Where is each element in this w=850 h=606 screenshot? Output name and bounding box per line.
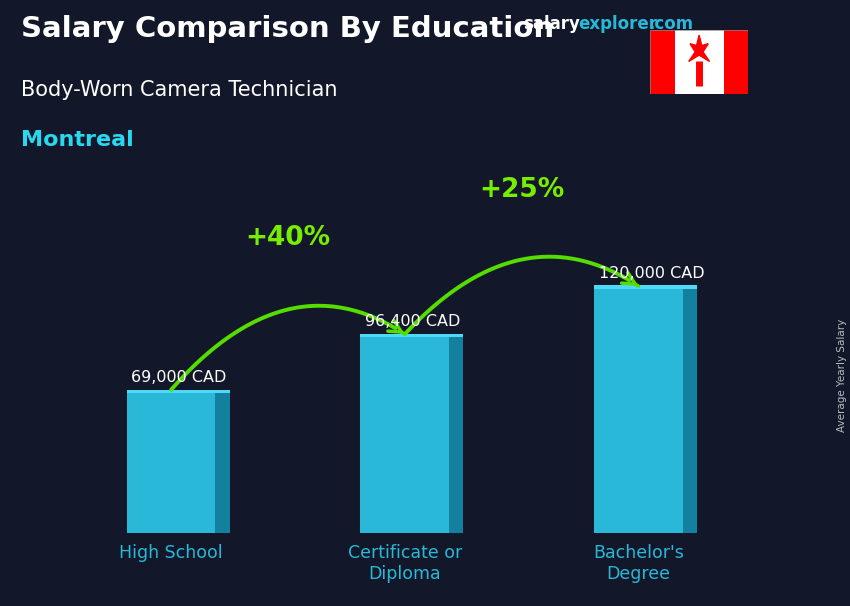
Bar [594,289,683,533]
Text: 120,000 CAD: 120,000 CAD [598,267,705,281]
Bar [127,390,230,393]
Bar [723,30,748,94]
Bar [449,338,463,533]
Bar [594,285,697,289]
Polygon shape [688,35,710,61]
Text: Salary Comparison By Education: Salary Comparison By Education [21,15,554,43]
Bar [360,338,449,533]
Text: Body-Worn Camera Technician: Body-Worn Camera Technician [21,80,337,100]
Text: 96,400 CAD: 96,400 CAD [366,315,461,330]
Bar [683,289,697,533]
Bar [360,334,463,338]
Text: explorer: explorer [578,15,657,33]
Text: 69,000 CAD: 69,000 CAD [131,370,227,385]
Text: Montreal: Montreal [21,130,134,150]
Text: salary: salary [523,15,580,33]
Bar [650,30,675,94]
Text: .com: .com [649,15,694,33]
Text: +25%: +25% [479,176,564,202]
Bar [127,393,216,533]
Bar [215,393,230,533]
Text: +40%: +40% [246,225,331,251]
Text: Average Yearly Salary: Average Yearly Salary [837,319,847,432]
